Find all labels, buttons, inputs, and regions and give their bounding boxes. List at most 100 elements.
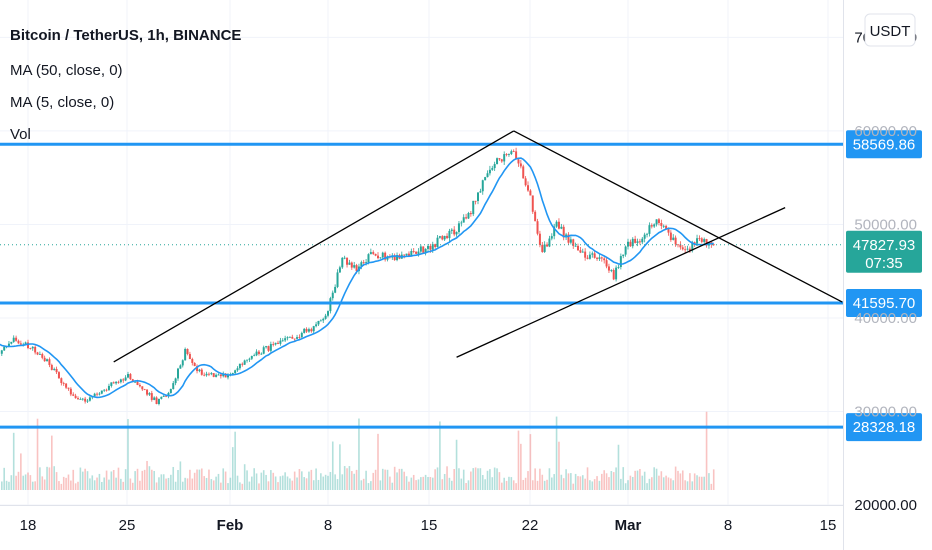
candle-body <box>500 159 503 162</box>
volume-bar <box>148 466 151 490</box>
volume-bar <box>448 477 451 490</box>
candle-body <box>153 397 156 400</box>
volume-bar <box>110 471 113 490</box>
candle-body <box>124 377 127 381</box>
volume-bar <box>84 468 86 490</box>
volume-bar <box>631 476 634 490</box>
candle-body <box>296 337 299 339</box>
volume-bar <box>336 479 339 490</box>
candle-body <box>655 219 658 225</box>
volume-bar <box>117 467 120 490</box>
candle-body <box>672 237 675 240</box>
volume-bar <box>12 432 15 490</box>
volume-bar <box>55 472 58 490</box>
candle-body <box>619 256 622 268</box>
horizontal-level-badge <box>846 130 922 159</box>
volume-bar <box>527 471 529 490</box>
candle-body <box>146 389 149 395</box>
volume-bar <box>389 476 391 490</box>
candle-body <box>96 393 99 395</box>
legend-ma5[interactable]: MA (5, close, 0) <box>10 94 114 111</box>
volume-bar <box>541 474 544 490</box>
candle-body <box>334 286 337 293</box>
volume-bar <box>555 416 558 490</box>
volume-bar <box>339 444 341 490</box>
candle-body <box>284 338 287 341</box>
candle-body <box>260 353 263 355</box>
volume-bar <box>251 476 253 490</box>
volume-bar <box>451 480 453 490</box>
candle-body <box>157 398 160 404</box>
volume-bar <box>151 469 153 490</box>
candle-body <box>541 244 544 252</box>
candle-body <box>553 226 556 237</box>
currency-badge[interactable]: USDT <box>864 13 916 47</box>
currency-badge-label[interactable]: USDT <box>870 23 911 40</box>
volume-bar <box>408 481 410 490</box>
candle-body <box>665 225 668 230</box>
volume-bar <box>517 430 520 490</box>
candle-body <box>493 164 496 169</box>
candle-body <box>69 388 72 395</box>
candle-body <box>519 163 522 167</box>
candle-body <box>286 337 289 339</box>
trend-line[interactable] <box>113 130 515 363</box>
volume-bar <box>248 481 251 490</box>
volume-bar <box>305 478 308 490</box>
candle-body <box>67 387 70 389</box>
volume-bar <box>46 466 48 490</box>
volume-bar <box>143 469 146 490</box>
volume-bar <box>636 470 639 490</box>
candle-body <box>336 272 339 287</box>
volume-bar <box>477 468 479 490</box>
candle-body <box>622 254 625 257</box>
candle-body <box>377 255 379 259</box>
candle-body <box>10 341 13 344</box>
candle-body <box>596 257 599 259</box>
candle-body <box>465 217 468 219</box>
candle-body <box>81 398 84 400</box>
candle-body <box>181 360 184 366</box>
volume-bar <box>3 467 5 490</box>
candle-body <box>262 347 265 354</box>
currency-badge-box[interactable] <box>864 13 916 47</box>
candle-body <box>122 379 125 381</box>
volume-bar <box>674 466 677 490</box>
volume-bar <box>546 479 548 490</box>
candle-body <box>98 393 101 395</box>
candle-body <box>29 348 32 349</box>
volume-bar <box>239 482 241 490</box>
candle-body <box>303 328 306 333</box>
volume-bar <box>258 483 260 490</box>
legend-ma50[interactable]: MA (50, close, 0) <box>10 62 123 79</box>
volume-bar <box>617 444 620 490</box>
candle-body <box>434 244 437 248</box>
candle-body <box>617 267 620 268</box>
candle-body <box>705 239 708 246</box>
candle-body <box>427 246 429 249</box>
volume-bar <box>277 482 279 490</box>
volume-bar <box>186 478 189 490</box>
candle-body <box>60 378 63 384</box>
candle-body <box>307 329 310 332</box>
volume-bar <box>479 468 482 490</box>
legend-volume[interactable]: Vol <box>10 126 31 143</box>
candle-body <box>362 262 365 264</box>
candle-body <box>450 229 453 231</box>
trend-line[interactable] <box>456 207 786 358</box>
candle-body <box>581 251 584 253</box>
volume-bar <box>5 480 8 490</box>
trend-line[interactable] <box>513 130 843 303</box>
candle-body <box>538 233 541 245</box>
volume-bar <box>62 476 65 490</box>
candle-body <box>48 359 51 365</box>
volume-bar <box>415 480 417 490</box>
volume-bar <box>229 477 232 490</box>
grid <box>0 0 844 550</box>
candle-body <box>305 328 308 332</box>
volume-bar <box>246 470 248 490</box>
candle-body <box>436 237 439 248</box>
candle-body <box>241 363 244 365</box>
volume-bar <box>220 482 222 490</box>
